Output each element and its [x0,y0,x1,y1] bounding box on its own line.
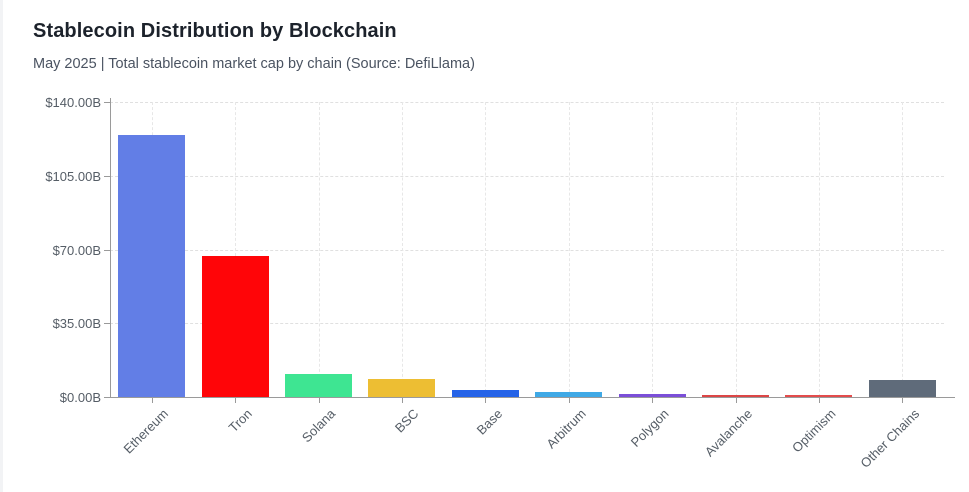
y-axis-tick [104,102,110,103]
horizontal-gridline [110,249,944,251]
x-axis-tick [818,398,820,403]
y-tick-label: $140.00B [45,95,101,110]
x-tick-label: Solana [298,406,339,446]
bar-solana [285,373,352,397]
y-tick-label: $35.00B [52,316,101,332]
vertical-gridline [735,102,737,397]
y-tick-label: $70.00B [52,242,101,258]
bar-avalanche [702,394,769,397]
x-tick-label: Arbitrum [542,406,589,452]
x-axis-tick [568,398,570,403]
x-tick-label: Optimism [789,406,839,456]
chart-title: Stablecoin Distribution by Blockchain [33,20,397,42]
vertical-gridline [401,102,403,397]
x-axis-tick [318,398,320,403]
x-axis [109,397,955,398]
x-tick-label: Tron [225,406,255,436]
vertical-gridline [818,102,820,397]
y-axis-tick [104,175,110,177]
bar-base [451,390,519,397]
bar-ethereum [118,134,186,397]
vertical-gridline [235,102,237,397]
vertical-gridline [485,102,487,397]
x-axis-tick [652,398,654,403]
horizontal-gridline [110,175,944,177]
x-axis-tick [902,398,904,403]
x-tick-label: BSC [392,406,422,436]
bar-polygon [618,393,686,397]
y-axis-tick [104,397,110,398]
chart-subtitle: May 2025 | Total stablecoin market cap b… [33,56,475,72]
bar-other-chains [868,379,936,397]
x-tick-label: Avalanche [701,406,756,460]
y-tick-label: $105.00B [45,168,101,184]
x-tick-label: Ethereum [120,406,172,457]
bar-tron [201,255,269,397]
horizontal-gridline [110,102,944,103]
x-axis-tick [401,398,403,403]
x-tick-label: Other Chains [857,406,922,471]
vertical-gridline [568,102,570,397]
bar-arbitrum [535,392,603,397]
x-axis-tick [735,398,737,403]
vertical-gridline [902,102,904,397]
bar-bsc [368,378,436,397]
x-tick-label: Polygon [627,406,672,450]
y-tick-label: $0.00B [59,390,101,405]
y-axis [110,98,111,397]
x-axis-tick [235,398,237,403]
bar-chart-plot: $0.00B $35.00B $70.00B $105.00B $140.00B Ethe… [3,0,969,492]
horizontal-gridline [110,323,944,325]
x-axis-tick [485,398,487,403]
x-axis-tick [151,398,153,403]
vertical-gridline [652,102,654,397]
y-axis-tick [104,323,110,325]
x-tick-label: Base [473,406,505,438]
bar-optimism [785,395,853,397]
y-axis-tick [104,249,110,251]
vertical-gridline [318,102,320,397]
